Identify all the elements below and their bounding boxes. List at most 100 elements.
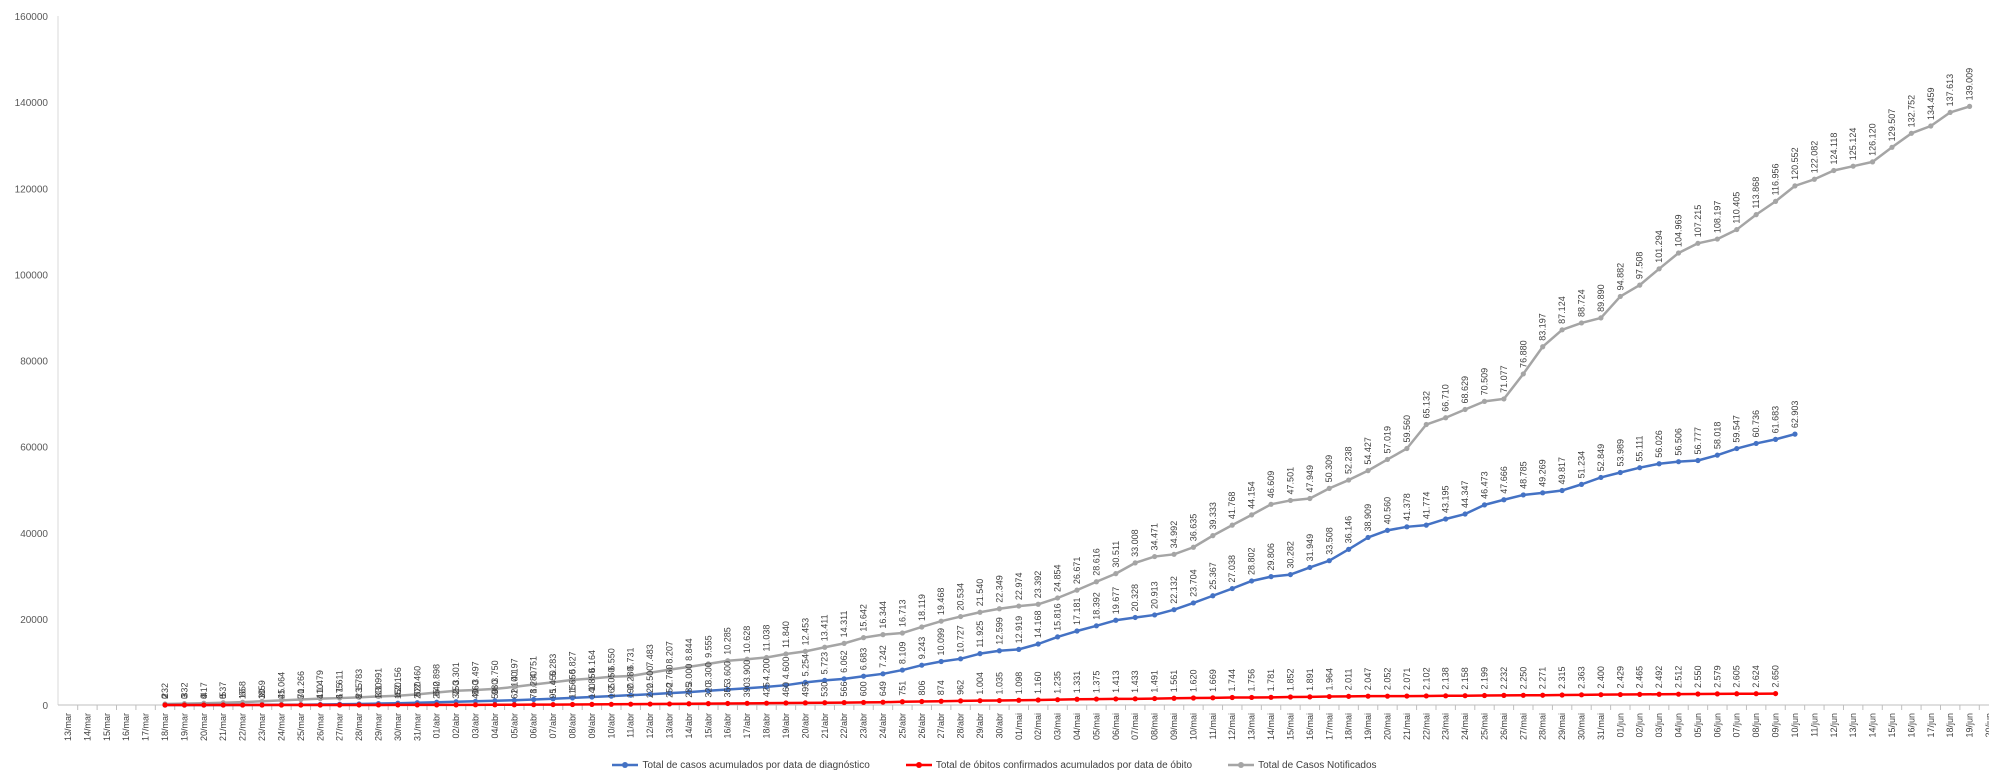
data-label: 19.468 — [936, 588, 946, 616]
data-label: 566 — [839, 682, 849, 697]
data-label: 31.949 — [1305, 534, 1315, 562]
data-label: 8 — [354, 694, 364, 699]
data-point — [1462, 406, 1468, 413]
data-label: 70.509 — [1479, 368, 1489, 396]
data-point — [375, 693, 382, 700]
data-label: 2.052 — [1382, 668, 1392, 691]
data-label: 28.802 — [1247, 547, 1257, 575]
x-tick-label: 08/jun — [1751, 713, 1761, 738]
data-point — [395, 702, 401, 708]
data-label: 859 — [257, 680, 267, 695]
data-point — [1734, 445, 1740, 452]
data-point — [531, 702, 537, 708]
data-point — [1540, 692, 1546, 698]
data-point — [472, 702, 479, 708]
data-point — [880, 699, 886, 705]
x-tick-label: 19/mar — [179, 713, 189, 741]
data-point — [434, 689, 440, 696]
data-label: 15.816 — [1053, 603, 1063, 631]
data-label: 12.599 — [994, 617, 1004, 645]
data-label: 55.111 — [1635, 435, 1645, 461]
data-point — [1714, 236, 1720, 242]
data-point — [1656, 691, 1662, 697]
data-label: 2.760 — [665, 665, 675, 688]
data-point — [1093, 623, 1100, 629]
data-label: 1.413 — [1111, 670, 1121, 693]
data-label: 11.840 — [781, 621, 791, 648]
data-point — [1404, 693, 1410, 699]
data-point — [453, 702, 459, 708]
data-label: 2.650 — [1771, 665, 1781, 688]
data-point — [1753, 440, 1759, 447]
x-tick-label: 10/jun — [1790, 713, 1800, 738]
x-tick-label: 19/jun — [1965, 713, 1975, 738]
data-label: 9.555 — [703, 635, 713, 658]
data-label: 58.018 — [1712, 422, 1722, 450]
data-label: 30.511 — [1111, 541, 1121, 568]
data-point — [1481, 502, 1488, 508]
data-point — [1462, 693, 1468, 699]
data-label: 20.534 — [956, 583, 966, 611]
data-label: 40.560 — [1382, 497, 1392, 525]
data-point — [1637, 465, 1643, 471]
data-label: 0 — [179, 694, 189, 699]
data-point — [589, 694, 595, 700]
data-label: 108.197 — [1712, 201, 1722, 234]
data-point — [647, 670, 653, 676]
data-label: 8.844 — [684, 638, 694, 661]
data-point — [1113, 617, 1119, 623]
x-tick-label: 26/mai — [1499, 713, 1509, 740]
data-point — [492, 686, 498, 692]
data-label: 25 — [432, 689, 442, 699]
data-point — [1249, 694, 1255, 701]
data-point — [1229, 585, 1235, 592]
data-label: 649 — [878, 681, 888, 696]
data-point — [317, 696, 323, 702]
data-point — [1171, 551, 1177, 557]
legend-marker-deaths — [905, 762, 932, 768]
data-point — [977, 651, 983, 657]
data-label: 24.854 — [1053, 564, 1063, 592]
data-label: 4.200 — [762, 658, 772, 681]
data-point — [880, 632, 886, 638]
data-point — [356, 694, 362, 700]
data-point — [1346, 546, 1352, 552]
data-point — [1656, 461, 1662, 467]
data-label: 2.492 — [1654, 666, 1664, 689]
data-label: 49.269 — [1538, 459, 1548, 487]
legend-item-notified: Total de Casos Notificados — [1228, 756, 1377, 774]
x-tick-label: 25/mai — [1479, 713, 1489, 740]
data-point — [472, 687, 479, 693]
data-point — [1152, 695, 1158, 702]
data-point — [1656, 266, 1662, 272]
data-point — [414, 702, 420, 708]
data-label: 89.890 — [1596, 284, 1606, 312]
x-tick-label: 16/mar — [121, 713, 131, 741]
data-point — [1326, 558, 1332, 564]
data-point — [802, 679, 808, 685]
data-point — [1384, 693, 1391, 699]
data-label: 1.891 — [1305, 668, 1315, 691]
data-point — [841, 640, 847, 646]
data-label: 22.349 — [994, 575, 1004, 603]
data-point — [1093, 579, 1100, 585]
data-point — [1578, 320, 1585, 326]
y-tick-label: 100000 — [15, 270, 49, 281]
data-label: 874 — [936, 680, 946, 695]
x-tick-label: 22/abr — [839, 713, 849, 739]
data-label: 3.497 — [470, 661, 480, 684]
data-label: 51.234 — [1577, 451, 1587, 479]
data-label: 3.600 — [723, 661, 733, 684]
data-point — [550, 696, 556, 702]
x-tick-label: 15/jun — [1887, 713, 1897, 738]
data-label: 1.852 — [1285, 668, 1295, 691]
data-point — [686, 701, 692, 707]
data-label: 1.280 — [529, 671, 539, 694]
data-label: 232 — [160, 683, 170, 698]
data-point — [1772, 690, 1779, 697]
data-label: 285 — [684, 683, 694, 698]
data-point — [802, 648, 808, 654]
data-point — [1753, 691, 1759, 697]
x-tick-label: 05/mai — [1091, 713, 1101, 740]
data-label-layer: 232 332 417 537 658 859 1.064 1.266 1.479 1.611 1.… — [160, 68, 1975, 699]
